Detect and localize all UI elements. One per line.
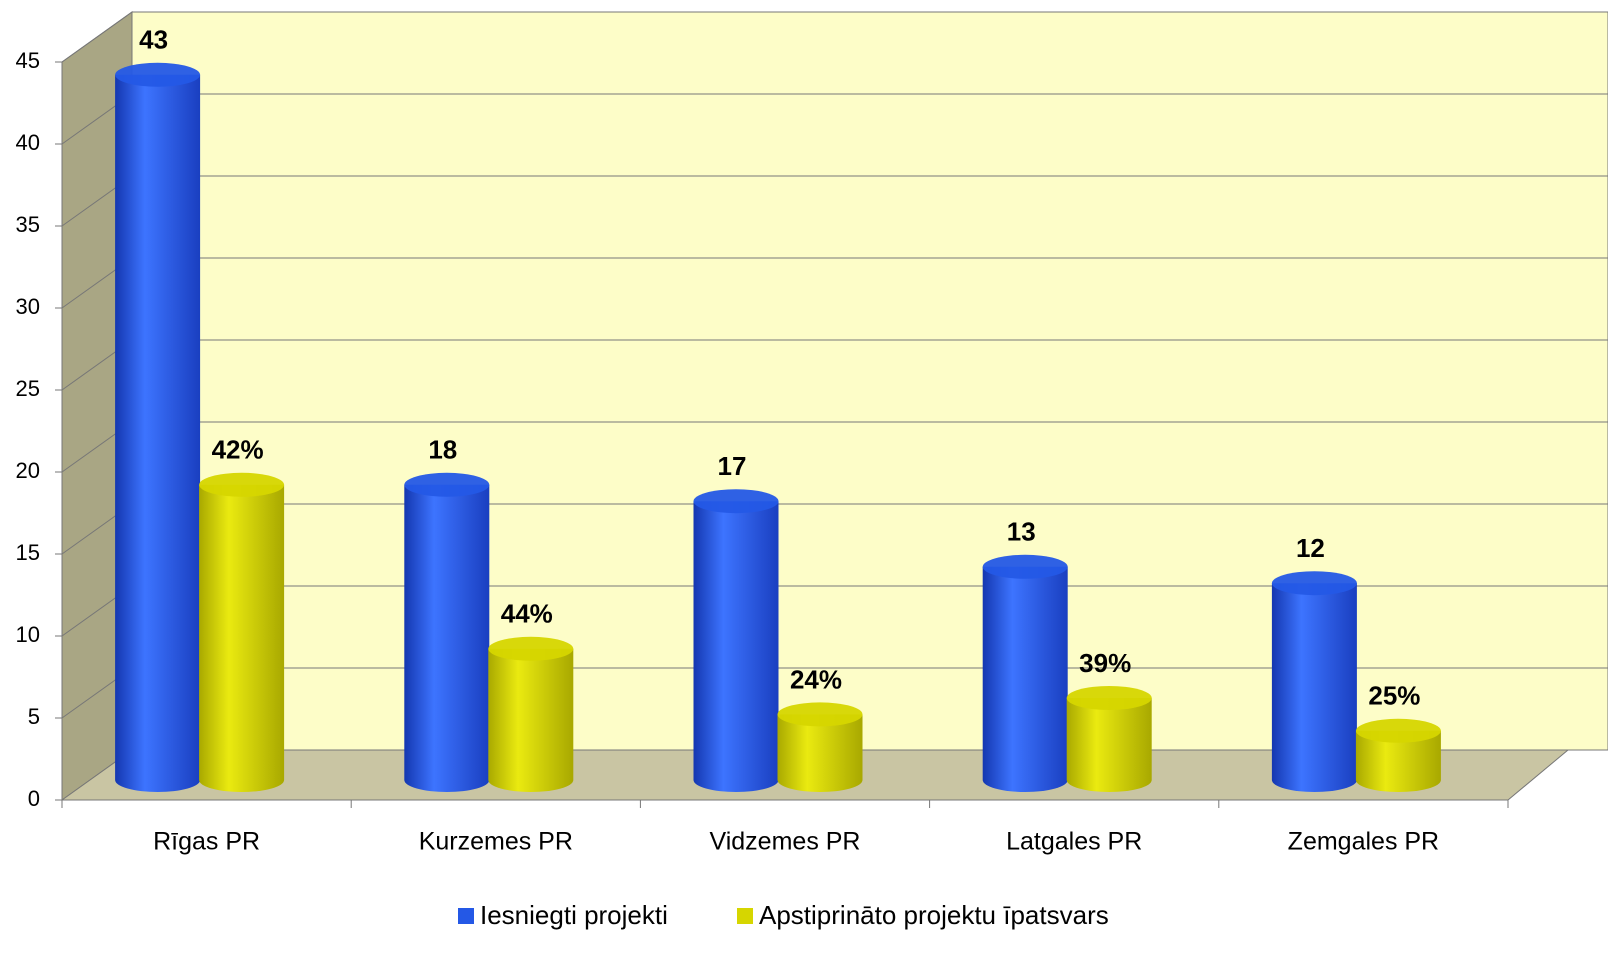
grid-line [61,11,133,63]
bar-top [199,472,285,497]
value-label: 42% [212,435,264,465]
bar-top [777,702,863,727]
value-label: 13 [1007,517,1036,547]
bar [1066,698,1152,792]
bar-top [693,489,779,514]
bar [1355,730,1441,792]
legend-label: Iesniegti projekti [480,900,668,930]
bar [115,74,201,793]
bar-top [404,472,490,497]
bar-top [1271,571,1357,596]
x-tick-label: Vidzemes PR [710,828,861,856]
value-label: 43 [139,25,168,55]
y-tick-label: 0 [28,786,40,811]
value-label: 12 [1296,533,1325,563]
value-label: 24% [790,664,842,694]
bar-top [1066,686,1152,710]
bar-top [1355,718,1441,743]
bar-top [982,554,1068,579]
x-tick-label: Latgales PR [1006,828,1142,856]
legend-swatch [458,908,474,924]
y-tick-label: 45 [16,48,40,73]
y-tick-label: 15 [16,540,40,565]
value-label: 17 [718,451,747,481]
value-label: 18 [428,435,457,465]
bar [488,648,574,792]
y-tick-label: 35 [16,212,40,237]
legend-swatch [737,908,753,924]
x-tick-label: Kurzemes PR [419,828,573,856]
x-tick-label: Rīgas PR [153,828,260,856]
value-label: 25% [1368,681,1420,711]
y-tick-label: 25 [16,376,40,401]
back-wall [131,11,1608,751]
bar [1271,583,1357,792]
bar [404,484,490,792]
bar [777,714,863,792]
y-tick-label: 10 [16,622,40,647]
legend-label: Apstiprināto projektu īpatsvars [759,900,1109,930]
value-label: 44% [501,599,553,629]
bar [199,484,285,792]
value-label: 39% [1079,648,1131,678]
bar [982,566,1068,792]
y-tick-label: 5 [28,704,40,729]
y-tick-label: 40 [16,130,40,155]
bar-top [488,636,574,661]
y-tick-label: 30 [16,294,40,319]
bar-top [115,62,201,87]
y-tick-label: 20 [16,458,40,483]
x-tick-label: Zemgales PR [1288,828,1439,856]
bar [693,501,779,792]
